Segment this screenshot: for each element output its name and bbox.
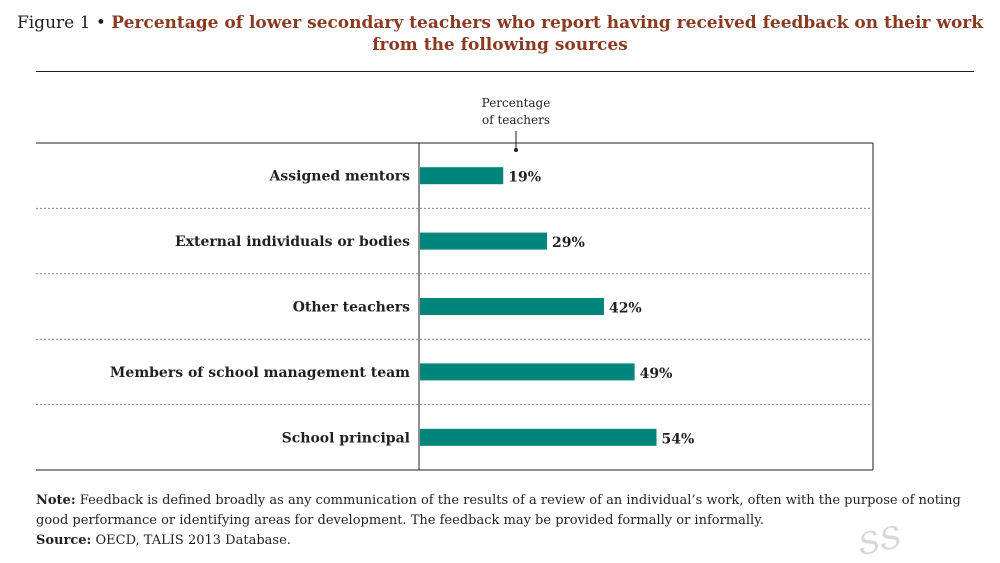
- figure-title: Figure 1 • Percentage of lower secondary…: [0, 12, 1000, 56]
- category-label: Members of school management team: [110, 365, 410, 381]
- bar: [420, 232, 548, 250]
- axis-header-line: Percentage: [482, 96, 551, 110]
- bar: [420, 298, 604, 315]
- plot-area: Percentage of teachers Assigned mentors 19%…: [36, 96, 874, 471]
- source-label: Source:: [36, 533, 92, 548]
- note: Note: Feedback is defined broadly as any…: [36, 491, 966, 531]
- data-label: 42%: [609, 301, 642, 317]
- source: Source: OECD, TALIS 2013 Database.: [36, 533, 291, 548]
- category-label: Assigned mentors: [269, 169, 411, 185]
- data-label: 54%: [662, 431, 695, 447]
- bar-chart: Percentage of teachers Assigned mentors 19%…: [36, 96, 874, 471]
- category-label: Other teachers: [293, 300, 410, 316]
- data-label: 19%: [508, 170, 541, 186]
- category-label: External individuals or bodies: [175, 234, 410, 250]
- axis-header-pointer-dot: [514, 148, 518, 152]
- watermark-decoration: ՏՏ: [854, 519, 906, 563]
- axis-header-line: of teachers: [482, 113, 550, 127]
- title-rule: [36, 71, 974, 72]
- category-label: School principal: [282, 430, 410, 446]
- note-text: Feedback is defined broadly as any commu…: [36, 493, 961, 528]
- source-text: OECD, TALIS 2013 Database.: [91, 533, 291, 548]
- bar: [420, 428, 657, 446]
- figure-number: Figure 1 •: [16, 13, 106, 33]
- bar: [420, 167, 504, 185]
- figure-title-text: Percentage of lower secondary teachers w…: [111, 13, 984, 55]
- bar: [420, 363, 635, 381]
- note-label: Note:: [36, 493, 76, 508]
- data-label: 29%: [552, 235, 585, 251]
- data-label: 49%: [640, 366, 673, 382]
